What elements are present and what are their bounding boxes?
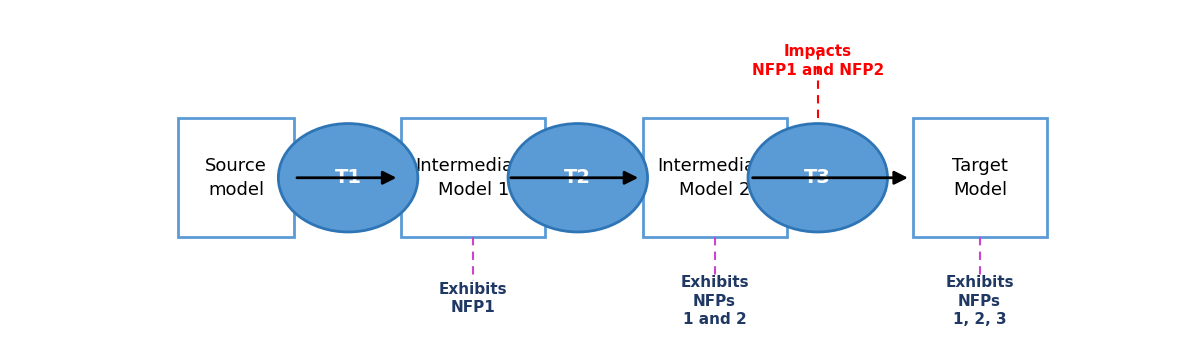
Text: Intermediate
Model 2: Intermediate Model 2 bbox=[656, 157, 773, 199]
Ellipse shape bbox=[748, 124, 888, 232]
Text: Intermediate
Model 1: Intermediate Model 1 bbox=[415, 157, 532, 199]
Text: T3: T3 bbox=[804, 168, 832, 187]
Text: T1: T1 bbox=[335, 168, 361, 187]
Ellipse shape bbox=[508, 124, 648, 232]
Text: T2: T2 bbox=[564, 168, 592, 187]
Ellipse shape bbox=[278, 124, 418, 232]
FancyBboxPatch shape bbox=[401, 118, 545, 237]
FancyBboxPatch shape bbox=[912, 118, 1048, 237]
Text: Target
Model: Target Model bbox=[952, 157, 1008, 199]
FancyBboxPatch shape bbox=[643, 118, 787, 237]
Text: Exhibits
NFP1: Exhibits NFP1 bbox=[438, 282, 508, 315]
Text: Source
model: Source model bbox=[205, 157, 266, 199]
Text: Exhibits
NFPs
1, 2, 3: Exhibits NFPs 1, 2, 3 bbox=[946, 275, 1014, 327]
Text: Impacts
NFP1 and NFP2: Impacts NFP1 and NFP2 bbox=[751, 44, 884, 78]
FancyBboxPatch shape bbox=[178, 118, 294, 237]
Text: Exhibits
NFPs
1 and 2: Exhibits NFPs 1 and 2 bbox=[680, 275, 749, 327]
